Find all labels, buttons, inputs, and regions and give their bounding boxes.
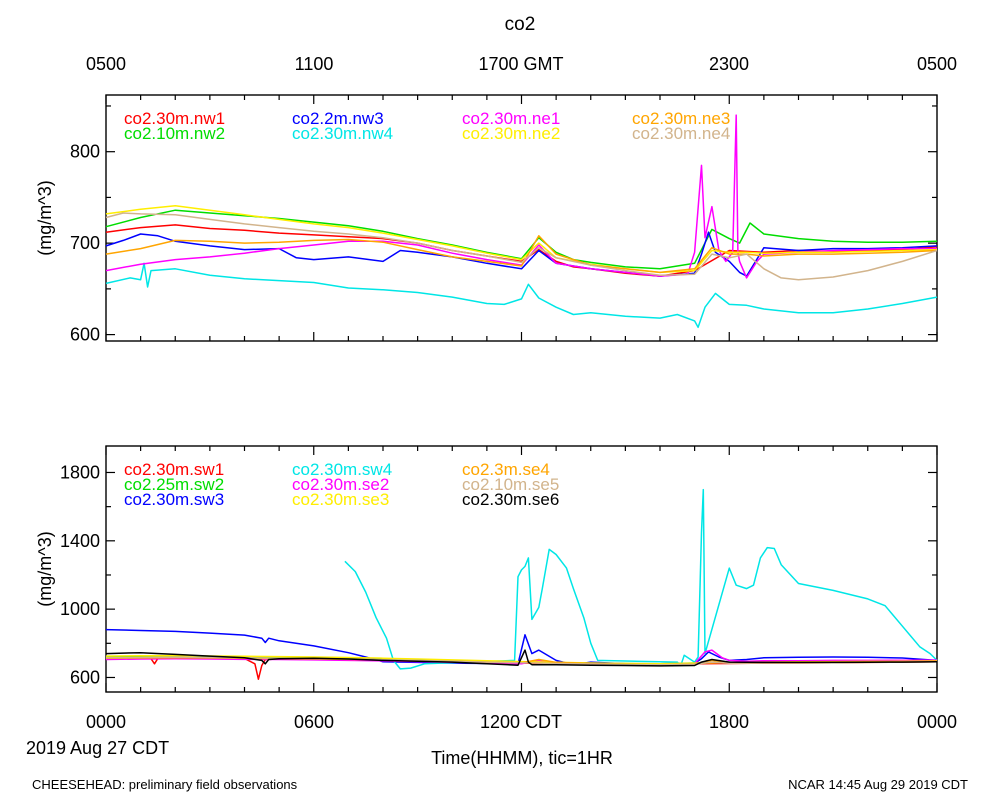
- series-line-co2-30m-nw1: [105, 224, 938, 277]
- series-line-co2-30m-se6: [105, 649, 938, 667]
- y-tick-label: 600: [70, 325, 100, 345]
- top-panel: (mg/m^3) 600 700 800 co2.30m.nw1co2.10m.nw…: [35, 94, 938, 345]
- series-line-co2-2m-nw3: [105, 231, 938, 277]
- legend-entry: co2.2m.nw3: [292, 109, 384, 128]
- top-y-tick-labels: 600 700 800: [70, 142, 100, 345]
- date-label: 2019 Aug 27 CDT: [26, 738, 169, 758]
- legend-entry: co2.30m.se6: [462, 490, 559, 509]
- legend-entry: co2.30m.se2: [292, 475, 389, 494]
- series-line-co2-30m-ne4: [105, 212, 938, 281]
- top-ylabel: (mg/m^3): [35, 180, 55, 255]
- y-tick-label: 700: [70, 233, 100, 253]
- footer-left: CHEESEHEAD: preliminary field observatio…: [32, 777, 298, 792]
- bottom-y-tick-labels: 600 1000 1400 1800: [60, 462, 100, 687]
- bottom-xlabel: Time(HHMM), tic=1HR: [431, 748, 613, 768]
- legend-entry: co2.30m.se3: [292, 490, 389, 509]
- cdt-tick-label: 0000: [86, 712, 126, 732]
- y-tick-label: 1400: [60, 531, 100, 551]
- top-legend: co2.30m.nw1co2.10m.nw2co2.2m.nw3co2.30m.…: [124, 109, 730, 143]
- bottom-ylabel: (mg/m^3): [35, 531, 55, 606]
- y-tick-label: 1000: [60, 599, 100, 619]
- legend-entry: co2.30m.ne4: [632, 124, 730, 143]
- legend-entry: co2.30m.sw1: [124, 460, 224, 479]
- top-ticks: [105, 95, 938, 341]
- figure-title: co2: [505, 14, 536, 35]
- series-line-co2-30m-ne2: [105, 204, 938, 274]
- gmt-tick-label: 1100: [295, 54, 334, 74]
- gmt-tick-label: 2300: [709, 54, 749, 74]
- y-tick-label: 800: [70, 142, 100, 162]
- legend-entry: co2.3m.se4: [462, 460, 550, 479]
- series-line-co2-30m-sw4: [344, 488, 938, 670]
- footer-right: NCAR 14:45 Aug 29 2019 CDT: [788, 777, 968, 792]
- legend-entry: co2.30m.nw4: [292, 124, 393, 143]
- legend-entry: co2.25m.sw2: [124, 475, 224, 494]
- top-series-lines: [105, 114, 938, 329]
- series-line-co2-30m-ne3: [105, 235, 938, 274]
- legend-entry: co2.30m.sw4: [292, 460, 392, 479]
- cdt-tick-label: 1800: [709, 712, 749, 732]
- bottom-series-lines: [105, 488, 938, 680]
- legend-entry: co2.30m.ne1: [462, 109, 560, 128]
- cdt-tick-label: 0000: [917, 712, 957, 732]
- gmt-tick-label: 0500: [917, 54, 957, 74]
- legend-entry: co2.30m.ne3: [632, 109, 730, 128]
- legend-entry: co2.10m.nw2: [124, 124, 225, 143]
- bottom-axis-cdt-labels: 0000 0600 1200 CDT 1800 0000: [86, 712, 957, 732]
- legend-entry: co2.10m.se5: [462, 475, 559, 494]
- series-line-co2-30m-nw4: [105, 262, 938, 329]
- cdt-tick-label: 0600: [294, 712, 334, 732]
- series-line-co2-30m-sw3: [105, 628, 938, 666]
- y-tick-label: 600: [70, 667, 100, 687]
- legend-entry: co2.30m.ne2: [462, 124, 560, 143]
- gmt-tick-label: 1700 GMT: [478, 54, 563, 74]
- gmt-tick-label: 0500: [86, 54, 126, 74]
- top-axis-gmt-labels: 0500 1100 1700 GMT 2300 0500: [86, 54, 957, 74]
- y-tick-label: 1800: [60, 462, 100, 482]
- legend-entry: co2.30m.sw3: [124, 490, 224, 509]
- bottom-ticks: [105, 446, 938, 692]
- legend-entry: co2.30m.nw1: [124, 109, 225, 128]
- cdt-tick-label: 1200 CDT: [480, 712, 562, 732]
